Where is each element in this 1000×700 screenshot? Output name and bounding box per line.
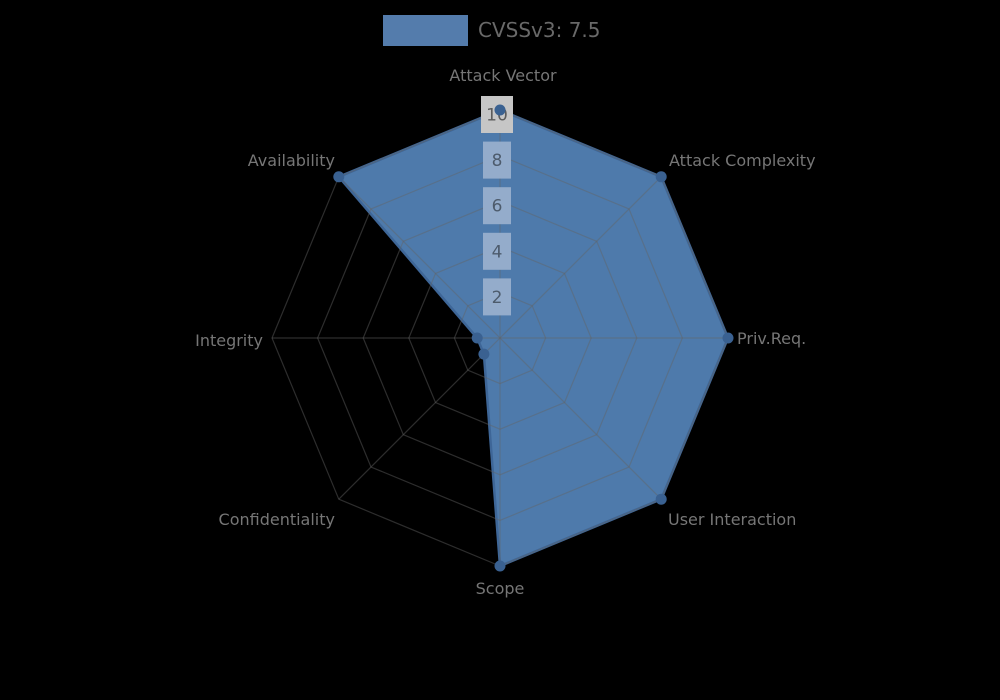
tick-backdrop-6 [483,187,511,225]
legend-swatch [383,15,468,46]
tick-label-8: 8 [492,151,503,171]
axis-label-priv-req: Priv.Req. [737,329,806,348]
grid-ring-8 [316,154,684,522]
legend-item[interactable]: CVSSv3: 7.5 [383,15,601,46]
vertex-dot-user-interaction [655,493,667,505]
grid-ring-4 [408,246,592,430]
vertex-dot-priv-req [722,332,734,344]
legend-label: CVSSv3: 7.5 [478,18,601,42]
axis-line-attack-complexity [499,176,662,339]
tick-label-6: 6 [492,197,503,217]
grid-ring-2 [453,291,547,385]
axis-label-user-interaction: User Interaction [668,510,796,529]
vertex-dot-integrity [471,332,483,344]
tick-label-2: 2 [492,288,503,308]
axis-line-user-interaction [499,337,662,500]
axis-line-availability [338,176,501,339]
tick-label-4: 4 [492,242,503,262]
vertex-dot-attack-vector [494,104,506,116]
axis-label-attack-complexity: Attack Complexity [669,151,816,170]
axis-label-confidentiality: Confidentiality [219,510,335,529]
tick-backdrop-8 [483,141,511,179]
axis-line-confidentiality [338,337,501,500]
vertex-dot-scope [494,560,506,572]
vertex-dot-confidentiality [478,348,490,360]
tick-backdrop-4 [483,232,511,270]
vertex-dot-attack-complexity [655,171,667,183]
tick-backdrop-2 [483,278,511,316]
grid-ring-6 [362,200,638,476]
axis-label-availability: Availability [248,151,335,170]
vertex-dot-availability [333,171,345,183]
axis-label-scope: Scope [476,579,525,598]
axis-label-attack-vector: Attack Vector [449,66,557,85]
axis-label-integrity: Integrity [195,331,263,350]
